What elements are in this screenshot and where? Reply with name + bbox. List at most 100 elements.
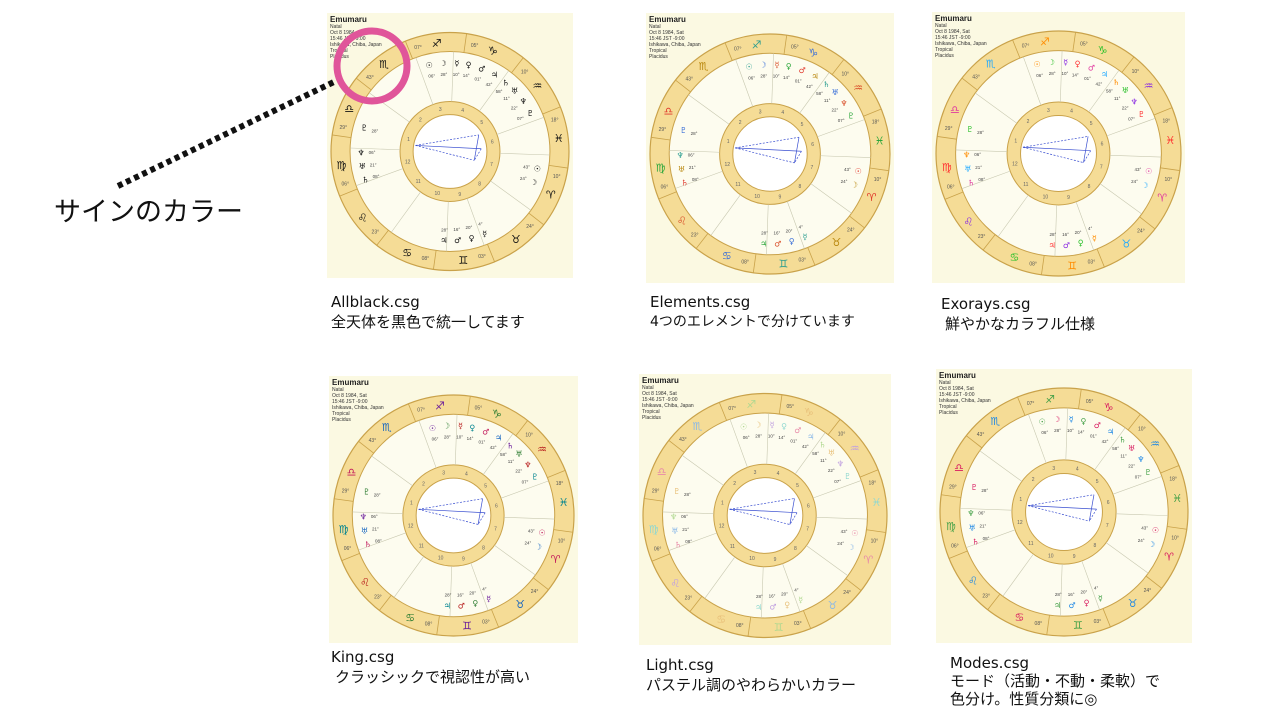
sign-divider	[982, 234, 996, 251]
sign-divider	[948, 550, 968, 559]
planet-pluto-icon: ♇	[361, 124, 368, 133]
sign-pisces-icon: ♓	[554, 132, 564, 145]
sign-scorpio-icon: ♏	[693, 420, 703, 433]
planet-mercury-icon: ☿	[1069, 415, 1074, 424]
planet-mars-icon: ♂	[1088, 64, 1095, 73]
house-number: 8	[798, 184, 801, 190]
sign-divider	[944, 191, 964, 200]
sign-gemini-icon: ♊	[779, 258, 789, 271]
sign-degree-label: 23°	[374, 595, 382, 601]
planet-uranus-icon: ♅	[511, 86, 518, 95]
planet-degree-label: 22°	[515, 469, 522, 474]
chart-panel-modes: Emumaru Natal Oct 8 1984, Sat 15:46 JST -9:…	[936, 369, 1192, 643]
sign-divider	[695, 233, 709, 249]
house-number: 5	[484, 484, 487, 490]
planet-uranus-icon: ♅	[828, 449, 835, 458]
house-number: 4	[461, 108, 464, 114]
sign-divider	[1121, 56, 1135, 73]
sign-divider	[436, 615, 440, 635]
sign-divider	[515, 420, 529, 436]
sign-divider	[1102, 608, 1111, 628]
planet-degree-label: 4°	[482, 586, 487, 591]
sign-degree-label: 03°	[1088, 259, 1096, 265]
planet-mercury-icon: ☿	[482, 229, 487, 238]
sign-cancer-icon: ♋	[1014, 611, 1024, 624]
sign-divider	[1167, 526, 1187, 530]
chart-header-line: Tropical	[935, 47, 953, 53]
planet-degree-label: 28°	[755, 433, 762, 438]
house-cusp	[415, 57, 434, 105]
aspect-line	[1028, 505, 1097, 510]
chart-header-line: Natal	[642, 385, 654, 391]
chart-header-line: Ishikawa, Chiba, Japan	[642, 403, 694, 409]
sign-degree-label: 10°	[842, 71, 850, 77]
house-cusp	[355, 168, 404, 186]
planet-mars-icon: ♂	[482, 427, 489, 436]
planet-degree-label: 01°	[478, 440, 485, 445]
planet-degree-label: 28°	[374, 492, 381, 497]
planet-neptune-icon: ♆	[967, 509, 974, 518]
sign-capricorn-icon: ♑	[804, 406, 814, 419]
sign-leo-icon: ♌	[968, 575, 978, 588]
planet-degree-label: 58°	[1112, 446, 1119, 451]
planet-jupiter-icon: ♃	[444, 602, 451, 611]
planet-degree-label: 06°	[974, 152, 981, 157]
planet-jupiter-icon: ♃	[1101, 70, 1108, 79]
planet-pluto-icon: ♇	[1138, 110, 1145, 119]
planet-degree-label: 21°	[689, 165, 696, 170]
sign-divider	[675, 79, 691, 93]
planet-degree-label: 14°	[463, 73, 470, 78]
planet-uranus-icon: ♅	[671, 527, 678, 536]
sign-degree-label: 10°	[874, 177, 882, 183]
planet-degree-label: 08°	[373, 174, 380, 179]
planet-degree-label: 24°	[841, 179, 848, 184]
planet-neptune-icon: ♆	[1137, 455, 1144, 464]
planet-degree-label: 01°	[1090, 433, 1097, 438]
chart-header: Emumaru Natal Oct 8 1984, Sat 15:46 JST -9:…	[935, 14, 987, 59]
planet-degree-label: 28°	[1049, 71, 1056, 76]
house-number: 12	[725, 162, 731, 168]
sign-divider	[689, 596, 703, 612]
sign-divider	[807, 247, 816, 266]
chart-header: Emumaru Natal Oct 8 1984, Sat 15:46 JST -9:…	[939, 371, 991, 416]
planet-degree-label: 28°	[1049, 232, 1056, 237]
sign-degree-label: 23°	[372, 230, 380, 236]
house-cusp	[681, 455, 724, 486]
chart-panel-elements: Emumaru Natal Oct 8 1984, Sat 15:46 JST -9:…	[646, 13, 894, 283]
planet-moon-icon: ☽	[1148, 540, 1155, 549]
planet-degree-label: 4°	[478, 221, 483, 226]
aspect-line	[477, 512, 486, 525]
chart-header-name: Emumaru	[649, 15, 686, 24]
chart-header-line: Ishikawa, Chiba, Japan	[935, 41, 987, 47]
sign-degree-label: 07°	[414, 45, 422, 51]
planet-degree-label: 11°	[508, 459, 515, 464]
sign-degree-label: 10°	[1138, 427, 1146, 433]
house-number: 3	[439, 107, 442, 113]
sign-divider	[1160, 465, 1180, 474]
house-cusp	[496, 117, 545, 135]
house-number: 3	[754, 470, 757, 476]
planet-degree-label: 28°	[371, 129, 378, 134]
planet-degree-label: 28°	[756, 594, 763, 599]
aspect-line	[418, 508, 486, 514]
house-number: 6	[495, 504, 498, 510]
sign-aquarius-icon: ♒	[850, 442, 860, 455]
sign-divider	[487, 244, 495, 262]
chart-header-line: Oct 8 1984, Sat	[935, 29, 970, 35]
aspect-line	[735, 136, 800, 149]
planet-degree-label: 01°	[790, 438, 797, 443]
house-number: 10	[435, 191, 441, 197]
planet-venus-icon: ♀	[1084, 598, 1090, 607]
sign-divider	[747, 616, 752, 637]
planet-degree-label: 4°	[794, 588, 799, 593]
planet-degree-label: 10°	[456, 435, 463, 440]
sign-degree-label: 05°	[471, 43, 479, 49]
house-cusp	[500, 480, 549, 499]
house-cusp	[479, 70, 509, 112]
planet-degree-label: 20°	[1080, 590, 1087, 595]
planet-degree-label: 42°	[802, 444, 809, 449]
planet-degree-label: 14°	[467, 436, 474, 441]
sign-libra-icon: ♎	[344, 103, 354, 116]
house-cusp	[799, 72, 830, 114]
planet-degree-label: 28°	[760, 73, 767, 78]
